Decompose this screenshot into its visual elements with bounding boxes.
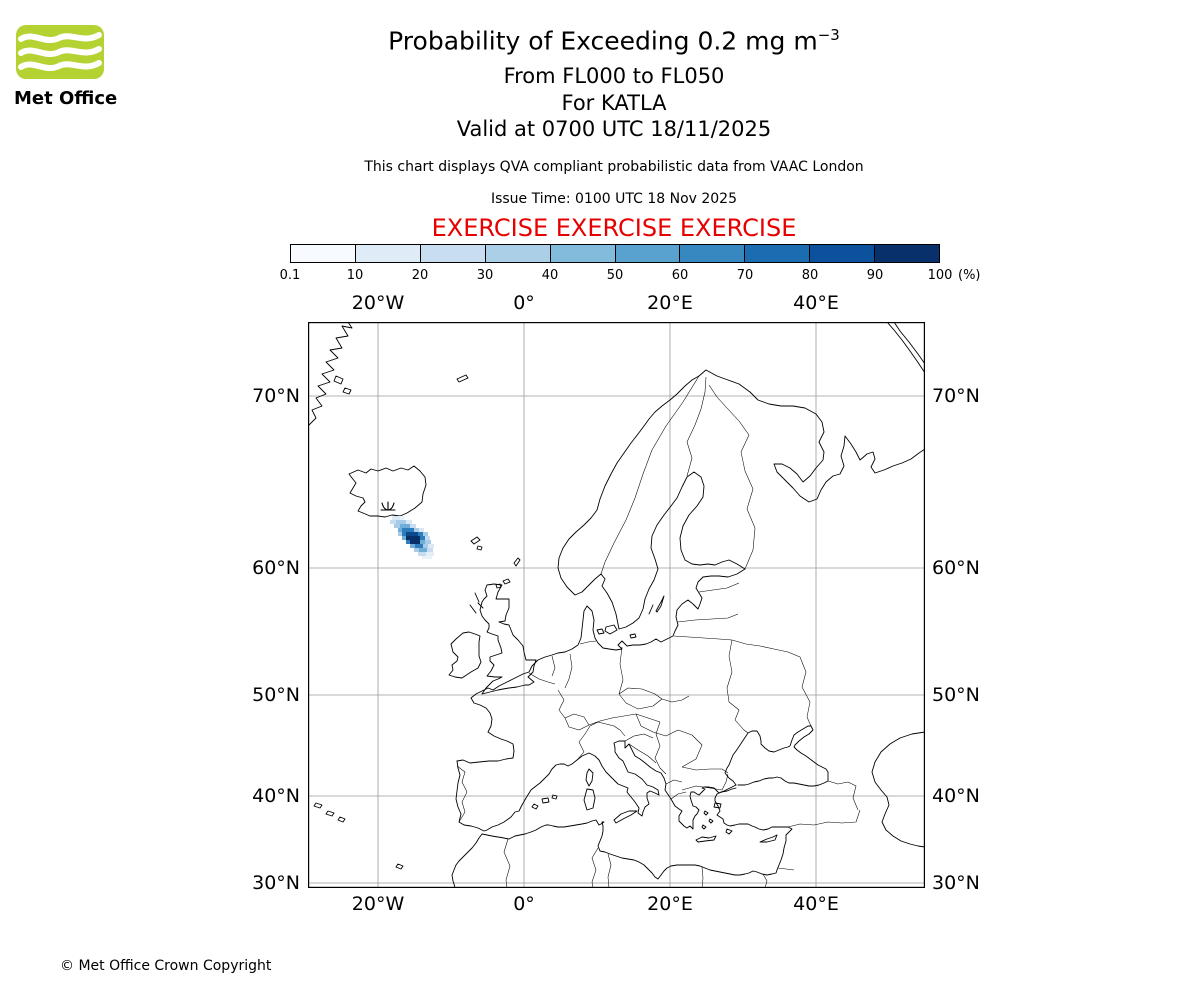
- longitude-label-bottom: 20°W: [351, 893, 405, 915]
- valid-time-line: Valid at 0700 UTC 18/11/2025: [456, 117, 772, 141]
- grid-lines: [308, 322, 925, 888]
- coastline-jan-mayen: [456, 374, 469, 383]
- colorbar-tick-label: 90: [866, 268, 884, 283]
- colorbar-tick-label: 50: [606, 268, 624, 283]
- longitude-label-top: 20°W: [351, 292, 405, 314]
- probability-colorbar: [290, 244, 940, 263]
- met-office-logo-mark: [16, 25, 104, 79]
- volcano-line: For KATLA: [561, 91, 667, 115]
- colorbar-tick-label: 30: [476, 268, 494, 283]
- colorbar-tick-label: 60: [671, 268, 689, 283]
- colorbar-segment: [291, 245, 356, 262]
- colorbar-tick-label: 0.1: [279, 268, 301, 283]
- map-frame: [308, 322, 925, 888]
- longitude-label-top: 0°: [513, 292, 535, 314]
- coastline-scandinavia-baltic-westeurope: [456, 369, 746, 764]
- chart-title: Probability of Exceeding 0.2 mg m−3: [14, 26, 1200, 55]
- colorbar-segment: [875, 245, 940, 262]
- colorbar-tick-label: 10: [346, 268, 364, 283]
- coastline-greenland-islands: [333, 375, 352, 395]
- coastline-faroes: [470, 536, 483, 551]
- colorbar-segment: [745, 245, 811, 262]
- chart-title-text: Probability of Exceeding 0.2 mg m: [388, 26, 818, 56]
- copyright-text: © Met Office Crown Copyright: [60, 958, 272, 974]
- latitude-label-left: 50°N: [252, 684, 300, 706]
- latitude-label-left: 40°N: [252, 785, 300, 807]
- coastlines: [308, 322, 925, 888]
- colorbar-tick-label: 20: [411, 268, 429, 283]
- coastline-caspian: [871, 731, 925, 848]
- colorbar-tick-label: 40: [541, 268, 559, 283]
- exercise-banner: EXERCISE EXERCISE EXERCISE: [431, 214, 797, 242]
- coastline-hebrides: [469, 592, 484, 614]
- latitude-label-right: 30°N: [932, 872, 980, 894]
- colorbar-tick-label: 80: [801, 268, 819, 283]
- colorbar-tick-label: 70: [736, 268, 754, 283]
- latitude-label-left: 60°N: [252, 557, 300, 579]
- ash-plume: [390, 516, 434, 559]
- flight-level-line: From FL000 to FL050: [503, 64, 725, 88]
- met-office-logo-text: Met Office: [14, 88, 118, 109]
- colorbar-segment: [355, 245, 421, 262]
- coastline-greenland: [308, 322, 353, 427]
- longitude-label-bottom: 0°: [513, 893, 535, 915]
- chart-title-exponent: −3: [817, 26, 840, 44]
- issue-time: Issue Time: 0100 UTC 18 Nov 2025: [490, 191, 738, 207]
- latitude-label-left: 30°N: [252, 872, 300, 894]
- coastline-anatolia-levant-africa: [451, 787, 793, 888]
- borders-central-europe: [528, 640, 729, 800]
- volcano-marker: [380, 501, 396, 511]
- coastline-iberia-mediterranean-adriatic-greece: [455, 740, 737, 832]
- colorbar-segment: [615, 245, 681, 262]
- colorbar-segment: [550, 245, 616, 262]
- coastline-novaya-zemlya: [886, 322, 925, 374]
- borders-iberia-africa-mideast: [456, 765, 861, 888]
- coastline-kola-white-sea: [705, 369, 925, 503]
- latitude-label-left: 70°N: [252, 385, 300, 407]
- qva-compliance-note: This chart displays QVA compliant probab…: [364, 159, 864, 175]
- colorbar-tick-label: 100: [927, 268, 953, 283]
- latitude-label-right: 50°N: [932, 684, 980, 706]
- latitude-label-right: 40°N: [932, 785, 980, 807]
- colorbar-segment: [680, 245, 746, 262]
- longitude-label-bottom: 40°E: [793, 893, 839, 915]
- map-background: [308, 322, 925, 888]
- coastline-great-britain: [479, 583, 537, 695]
- coastline-iceland: [348, 465, 427, 518]
- country-borders: [456, 375, 861, 888]
- colorbar-unit-label: (%): [958, 268, 981, 283]
- colorbar-segment: [485, 245, 551, 262]
- map-canvas: [308, 322, 925, 888]
- colorbar-segment: [810, 245, 876, 262]
- longitude-label-top: 20°E: [647, 292, 693, 314]
- coastline-ireland: [448, 631, 482, 679]
- met-office-logo: Met Office: [14, 22, 134, 109]
- longitude-label-top: 40°E: [793, 292, 839, 314]
- longitude-label-bottom: 20°E: [647, 893, 693, 915]
- latitude-label-right: 60°N: [932, 557, 980, 579]
- latitude-label-right: 70°N: [932, 385, 980, 407]
- colorbar-segment: [420, 245, 486, 262]
- islands: [313, 595, 778, 870]
- borders-nordic-east: [600, 375, 812, 734]
